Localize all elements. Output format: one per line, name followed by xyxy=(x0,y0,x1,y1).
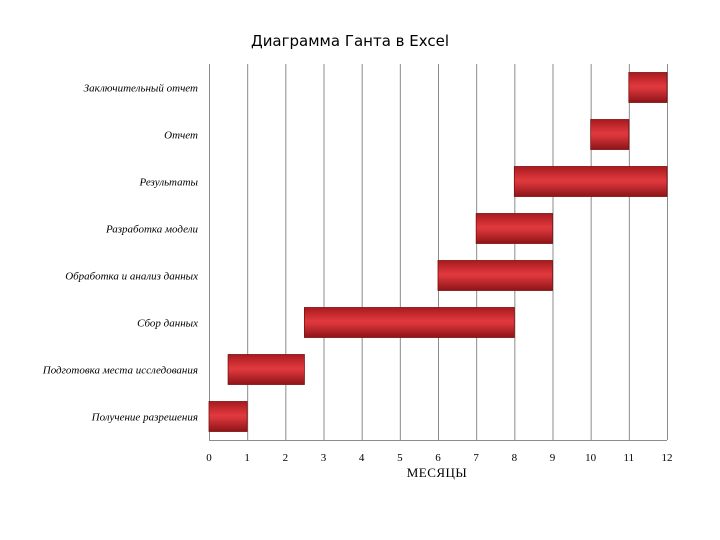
gantt-bar xyxy=(475,213,553,244)
category-label: Отчет xyxy=(164,130,198,142)
x-tick-labels: 0 1 2 3 4 5 6 7 8 9 10 11 12 xyxy=(206,452,672,464)
gantt-bar xyxy=(227,354,305,385)
category-label: Разработка модели xyxy=(105,224,199,236)
gantt-bar xyxy=(208,401,248,432)
category-label: Подготовка места исследования xyxy=(42,365,198,377)
x-tick-label: 5 xyxy=(397,452,403,464)
x-tick-label: 8 xyxy=(512,452,518,464)
category-label: Сбор данных xyxy=(137,318,198,330)
x-tick-label: 4 xyxy=(359,452,365,464)
chart-title: Диаграмма Ганта в Excel xyxy=(251,32,449,50)
x-tick-label: 0 xyxy=(206,452,212,464)
x-tick-label: 7 xyxy=(473,452,479,464)
category-label: Обработка и анализ данных xyxy=(65,271,198,283)
x-tick-label: 1 xyxy=(244,452,250,464)
category-label: Результаты xyxy=(139,177,199,189)
gantt-bar xyxy=(590,119,630,150)
x-tick-label: 6 xyxy=(435,452,441,464)
x-tick-label: 10 xyxy=(585,452,597,464)
bars-layer xyxy=(208,72,668,432)
gantt-bar xyxy=(513,166,668,197)
x-tick-label: 2 xyxy=(283,452,289,464)
gantt-bar xyxy=(628,72,668,103)
gantt-bar xyxy=(437,260,553,291)
category-labels: Заключительный отчет Отчет Результаты Разра… xyxy=(42,83,199,424)
x-tick-label: 3 xyxy=(321,452,327,464)
category-label: Заключительный отчет xyxy=(84,83,198,95)
x-tick-label: 11 xyxy=(624,452,635,464)
x-tick-label: 9 xyxy=(550,452,556,464)
x-axis-title: МЕСЯЦЫ xyxy=(407,465,468,480)
gantt-bar xyxy=(304,307,515,338)
category-label: Получение разрешения xyxy=(91,412,198,424)
x-tick-label: 12 xyxy=(662,452,673,464)
